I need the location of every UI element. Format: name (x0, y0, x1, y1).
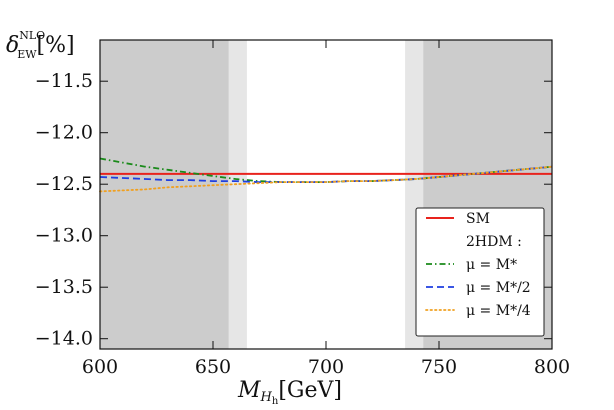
legend-label-1: 2HDM : (466, 234, 522, 250)
y-tick-label: −11.5 (35, 70, 93, 92)
y-tick-label: −14.0 (35, 328, 93, 350)
legend-label-4: μ = M*/4 (466, 303, 531, 319)
x-tick-label: 650 (195, 356, 231, 378)
shaded-region-0 (100, 40, 229, 349)
x-tick-label: 750 (421, 356, 457, 378)
y-tick-label: −12.0 (35, 122, 93, 144)
y-axis-title: δNLO EW[%] (6, 29, 75, 61)
shaded-regions (100, 40, 552, 349)
legend-box (415, 207, 545, 337)
shaded-region-1 (228, 40, 247, 349)
legend-label-0: SM (466, 211, 490, 227)
legend-items: SM 2HDM : μ = M* μ = M*/2 μ = M*/4 (425, 211, 531, 319)
x-axis-ticks: 600 650 700 750 800 (82, 40, 570, 378)
x-tick-label: 700 (308, 356, 344, 378)
legend-label-3: μ = M*/2 (466, 280, 531, 296)
x-tick-label: 600 (82, 356, 118, 378)
y-tick-label: −13.5 (35, 276, 93, 298)
series-layer (99, 157, 553, 193)
legend-label-2: μ = M* (466, 257, 517, 273)
x-axis-title: MHh[GeV] (237, 378, 342, 407)
y-axis-ticks: −11.5 −12.0 −12.5 −13.0 −13.5 −14.0 (35, 70, 552, 350)
y-tick-label: −12.5 (35, 173, 93, 195)
series-line-3 (99, 165, 553, 193)
y-tick-label: −13.0 (35, 225, 93, 247)
legend: SM 2HDM : μ = M* μ = M*/2 μ = M*/4 (415, 207, 545, 337)
x-tick-label: 800 (534, 356, 570, 378)
